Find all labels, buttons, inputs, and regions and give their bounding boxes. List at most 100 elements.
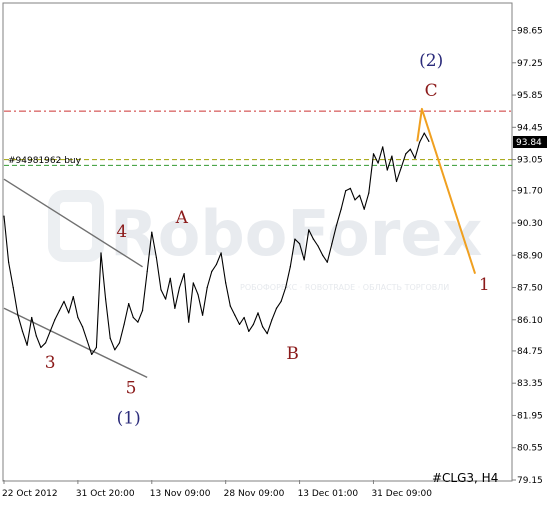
symbol-label: #CLG3, H4	[432, 471, 498, 485]
price-point	[114, 349, 116, 351]
price-point	[151, 231, 153, 233]
last-price-marker: 93.84	[513, 136, 547, 148]
price-point	[322, 254, 324, 256]
price-point	[132, 316, 134, 319]
y-tick-label: 91.70	[517, 187, 543, 197]
price-point	[280, 300, 282, 302]
forecast-line	[416, 107, 477, 275]
price-point	[21, 330, 24, 332]
price-series	[3, 107, 477, 355]
price-point	[165, 298, 167, 300]
x-tick-label: 13 Nov 09:00	[150, 489, 211, 499]
y-tick-label: 83.35	[517, 379, 543, 389]
price-point	[285, 286, 287, 289]
y-axis: 98.65 97.25 95.85 94.45 93.05 91.70 90.30 88.90…	[512, 27, 543, 486]
price-point	[400, 167, 402, 169]
order-label: #94981962 buy	[8, 156, 82, 166]
price-point	[105, 298, 107, 300]
price-point	[354, 199, 356, 201]
wave-labels: 4 A 3 5 (1) B (2) C 1	[45, 51, 490, 428]
wave-label: (2)	[419, 51, 443, 71]
price-point	[275, 307, 278, 309]
watermark-brand: RoboForex	[110, 197, 482, 270]
price-point	[128, 303, 130, 305]
y-tick-label: 97.25	[517, 59, 543, 69]
wave-label: (1)	[117, 409, 141, 429]
price-point	[386, 169, 388, 171]
price-point	[409, 148, 411, 150]
price-point	[335, 224, 338, 226]
price-point	[419, 141, 421, 143]
price-point	[229, 305, 231, 307]
wave-label: B	[286, 344, 299, 364]
price-point	[359, 194, 361, 196]
price-point	[77, 316, 79, 319]
price-point	[178, 286, 181, 289]
x-tick-label: 31 Dec 09:00	[371, 489, 432, 499]
y-tick-label: 93.05	[517, 156, 543, 166]
price-point	[363, 208, 365, 210]
price-point	[188, 321, 190, 323]
y-tick-label: 90.30	[517, 219, 543, 229]
price-point	[252, 323, 254, 326]
price-point	[141, 309, 144, 312]
price-point	[225, 282, 227, 284]
wave-label: 1	[479, 275, 490, 295]
channel-line-0	[3, 178, 143, 268]
price-point	[340, 208, 342, 210]
y-tick-label: 86.10	[517, 316, 543, 326]
price-point	[26, 344, 28, 346]
wave-label: 5	[126, 379, 137, 399]
price-point	[266, 333, 268, 335]
price-point	[40, 346, 42, 349]
price-point	[31, 316, 33, 319]
channel-lines	[3, 178, 148, 379]
price-point	[35, 335, 37, 337]
wave-label: 4	[116, 222, 127, 242]
price-point	[428, 140, 430, 142]
price-point	[183, 273, 185, 275]
price-point	[317, 245, 319, 247]
price-point	[49, 330, 51, 332]
price-point	[17, 314, 19, 316]
price-point	[211, 270, 213, 272]
x-tick-label: 28 Nov 09:00	[224, 489, 285, 499]
price-point	[303, 259, 305, 261]
price-point	[118, 342, 121, 344]
price-point	[243, 316, 245, 319]
price-point	[414, 157, 416, 160]
price-point	[349, 187, 351, 190]
price-point	[100, 252, 102, 254]
y-tick-label: 88.90	[517, 251, 543, 261]
price-point	[391, 155, 393, 157]
last-price-label: 93.84	[516, 138, 542, 148]
price-point	[377, 162, 379, 164]
price-point	[423, 132, 425, 134]
price-point	[331, 243, 333, 245]
wave-label: 3	[45, 353, 56, 373]
channel-line-1	[3, 307, 148, 379]
horizontal-levels	[4, 110, 512, 166]
y-tick-label: 95.85	[517, 91, 543, 101]
price-point	[298, 243, 301, 245]
y-tick-label: 98.65	[517, 27, 543, 37]
price-point	[155, 256, 157, 259]
price-point	[206, 286, 208, 289]
price-point	[405, 153, 407, 155]
y-tick-label: 84.75	[517, 347, 543, 357]
price-point	[160, 289, 162, 291]
price-point	[63, 300, 65, 302]
price-point	[372, 153, 375, 155]
price-point	[345, 190, 347, 192]
price-point	[201, 314, 204, 316]
price-point	[137, 321, 139, 323]
price-point	[12, 286, 14, 289]
price-point	[8, 261, 10, 263]
price-point	[326, 261, 328, 263]
x-tick-label: 31 Oct 20:00	[76, 489, 135, 499]
roboforex-watermark: RoboForex РОБОФОРЕКС · ROBOTRADE · ОБЛАС…	[48, 190, 482, 292]
price-point	[3, 215, 5, 217]
x-axis: 22 Oct 2012 31 Oct 20:00 13 Nov 09:00 28 No…	[2, 480, 432, 499]
price-point	[95, 346, 97, 349]
